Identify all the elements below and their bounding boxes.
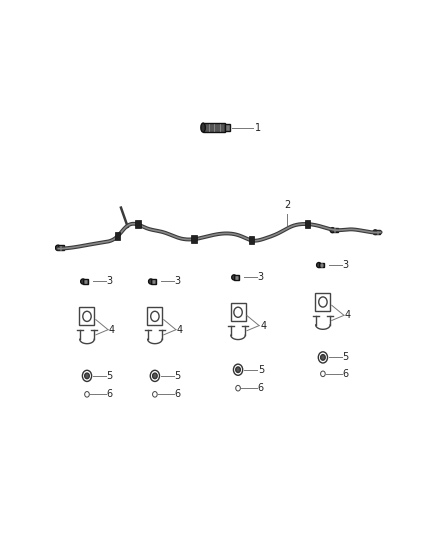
- Bar: [115, 232, 120, 240]
- Bar: [58, 245, 64, 251]
- Bar: [333, 228, 338, 232]
- Bar: [147, 308, 162, 326]
- Circle shape: [321, 354, 325, 360]
- Text: 4: 4: [260, 320, 266, 330]
- Text: 3: 3: [343, 260, 349, 270]
- Text: 3: 3: [258, 272, 264, 282]
- Text: 6: 6: [343, 369, 349, 379]
- Text: 5: 5: [107, 371, 113, 381]
- Bar: [305, 220, 311, 228]
- Ellipse shape: [373, 230, 377, 235]
- Bar: [234, 275, 239, 280]
- Text: 1: 1: [255, 123, 261, 133]
- Text: 6: 6: [107, 389, 113, 399]
- Bar: [249, 236, 254, 245]
- Bar: [203, 123, 225, 132]
- Ellipse shape: [56, 245, 60, 251]
- Ellipse shape: [317, 263, 321, 268]
- Text: 6: 6: [258, 383, 264, 393]
- Bar: [225, 124, 230, 131]
- Circle shape: [85, 373, 89, 378]
- Ellipse shape: [232, 275, 236, 280]
- Bar: [191, 235, 197, 244]
- Ellipse shape: [81, 279, 85, 284]
- Text: 3: 3: [175, 277, 181, 286]
- Text: 4: 4: [177, 325, 183, 335]
- Text: 2: 2: [284, 200, 290, 211]
- Circle shape: [236, 367, 240, 373]
- Ellipse shape: [201, 123, 205, 132]
- Text: 4: 4: [345, 310, 351, 320]
- Ellipse shape: [330, 228, 335, 233]
- Bar: [230, 303, 246, 321]
- Text: 5: 5: [175, 371, 181, 381]
- Text: 5: 5: [343, 352, 349, 362]
- Bar: [83, 279, 88, 284]
- Bar: [319, 263, 324, 268]
- Text: 4: 4: [109, 325, 115, 335]
- Text: 6: 6: [175, 389, 181, 399]
- Ellipse shape: [148, 279, 153, 284]
- Bar: [151, 279, 156, 284]
- Circle shape: [152, 373, 157, 378]
- Bar: [135, 220, 141, 229]
- Text: 3: 3: [107, 277, 113, 286]
- Bar: [375, 230, 380, 235]
- Bar: [315, 293, 330, 311]
- Bar: [79, 308, 95, 326]
- Text: 5: 5: [258, 365, 264, 375]
